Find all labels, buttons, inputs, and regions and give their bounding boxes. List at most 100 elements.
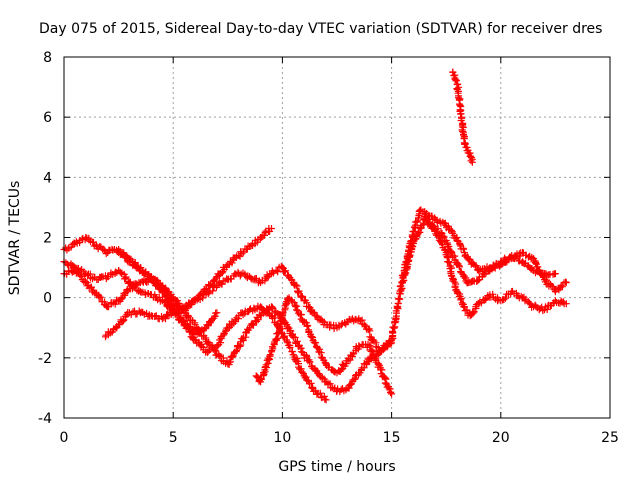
data-point-sample bbox=[209, 287, 217, 295]
data-point-sample bbox=[253, 373, 261, 381]
y-tick-label: 0 bbox=[43, 291, 52, 307]
data-point-sample bbox=[244, 325, 252, 333]
data-point-sample bbox=[162, 315, 169, 323]
data-point-sample bbox=[112, 324, 120, 332]
data-point-sample bbox=[218, 280, 226, 288]
data-point-sample bbox=[168, 294, 176, 302]
data-point-sample bbox=[228, 259, 236, 267]
data-point-sample bbox=[364, 326, 372, 334]
data-point-sample bbox=[405, 257, 413, 265]
data-point-sample bbox=[238, 250, 246, 258]
data-point-sample bbox=[344, 355, 352, 363]
data-point-sample bbox=[460, 245, 468, 253]
data-point-sample bbox=[441, 219, 449, 227]
data-point-sample bbox=[288, 276, 296, 284]
data-point-sample bbox=[474, 277, 482, 284]
data-point-sample bbox=[316, 389, 324, 397]
data-point-sample bbox=[425, 218, 433, 226]
data-point-sample bbox=[283, 338, 291, 346]
data-point-sample bbox=[437, 239, 445, 247]
data-point-sample bbox=[369, 349, 377, 357]
data-point-sample bbox=[480, 270, 488, 278]
data-point-sample bbox=[431, 226, 439, 234]
data-point-sample bbox=[211, 276, 219, 284]
data-point-sample bbox=[550, 270, 558, 278]
data-point-sample bbox=[521, 297, 529, 305]
y-tick-label: 6 bbox=[43, 110, 52, 126]
data-point-sample bbox=[560, 300, 568, 308]
data-point-sample bbox=[279, 333, 287, 341]
y-axis-label: SDTVAR / TECUs bbox=[7, 181, 23, 296]
data-point-sample bbox=[453, 234, 461, 241]
data-point-sample bbox=[273, 336, 281, 344]
x-tick-label: 15 bbox=[383, 430, 401, 446]
data-point-sample bbox=[300, 370, 307, 377]
data-point-sample bbox=[378, 366, 386, 374]
data-point-sample bbox=[274, 267, 282, 275]
data-point-sample bbox=[383, 341, 391, 349]
data-point-sample bbox=[266, 227, 274, 235]
data-point-sample bbox=[468, 155, 476, 163]
data-point-sample bbox=[282, 267, 289, 275]
data-point-sample bbox=[357, 317, 365, 325]
data-point-sample bbox=[315, 370, 323, 378]
data-point-sample bbox=[408, 242, 416, 250]
data-point-sample bbox=[274, 334, 281, 342]
data-point-sample bbox=[313, 390, 321, 398]
x-tick-label: 5 bbox=[169, 430, 178, 446]
data-point-sample bbox=[527, 300, 535, 308]
data-point-sample bbox=[387, 388, 395, 396]
data-point-sample bbox=[69, 262, 77, 269]
data-point-sample bbox=[306, 358, 314, 366]
data-point-sample bbox=[295, 287, 303, 295]
data-point-sample bbox=[360, 321, 368, 329]
data-point-sample bbox=[236, 342, 244, 350]
data-point-sample bbox=[189, 297, 197, 305]
data-point-sample bbox=[77, 273, 85, 280]
data-point-sample bbox=[447, 226, 455, 234]
data-point-sample bbox=[304, 322, 312, 329]
data-point-sample bbox=[451, 282, 459, 290]
data-point-sample bbox=[379, 346, 387, 354]
grid bbox=[64, 57, 610, 418]
data-point-sample bbox=[526, 299, 533, 307]
data-point-sample bbox=[456, 241, 464, 249]
data-point-sample bbox=[467, 157, 475, 165]
data-point bbox=[388, 390, 396, 398]
data-point-sample bbox=[451, 76, 459, 83]
data-point-sample bbox=[293, 337, 301, 345]
data-point-sample bbox=[311, 339, 319, 346]
data-point-sample bbox=[393, 302, 401, 310]
data-point-sample bbox=[188, 328, 196, 336]
data-point-sample bbox=[455, 263, 463, 271]
data-point-sample bbox=[69, 240, 77, 248]
data-point-sample bbox=[227, 358, 234, 366]
data-point-sample bbox=[337, 366, 345, 374]
data-point-sample bbox=[342, 385, 350, 393]
data-point-sample bbox=[204, 339, 212, 346]
data-point-sample bbox=[277, 315, 285, 323]
data-point-sample bbox=[473, 278, 481, 285]
data-point-sample bbox=[452, 76, 460, 84]
data-point-sample bbox=[298, 293, 306, 301]
data-point-sample bbox=[532, 302, 540, 310]
data-point-sample bbox=[321, 395, 329, 403]
data-point-sample bbox=[320, 375, 328, 383]
data-point-sample bbox=[205, 288, 213, 296]
data-point-sample bbox=[216, 352, 224, 360]
data-point-sample bbox=[560, 279, 568, 287]
data-point-sample bbox=[539, 307, 547, 315]
data-point-sample bbox=[365, 325, 373, 333]
y-tick-label: -2 bbox=[38, 351, 52, 367]
data-point-sample bbox=[116, 268, 124, 276]
data-point-sample bbox=[346, 356, 354, 364]
data-point-sample bbox=[167, 291, 175, 298]
data-point-sample bbox=[85, 236, 93, 244]
data-point-sample bbox=[461, 140, 469, 148]
data-point-sample bbox=[204, 348, 212, 356]
data-point-sample bbox=[450, 71, 458, 79]
data-point-sample bbox=[122, 312, 130, 320]
data-point-sample bbox=[298, 368, 306, 376]
data-point-sample bbox=[409, 243, 417, 251]
data-point-sample bbox=[266, 351, 274, 359]
